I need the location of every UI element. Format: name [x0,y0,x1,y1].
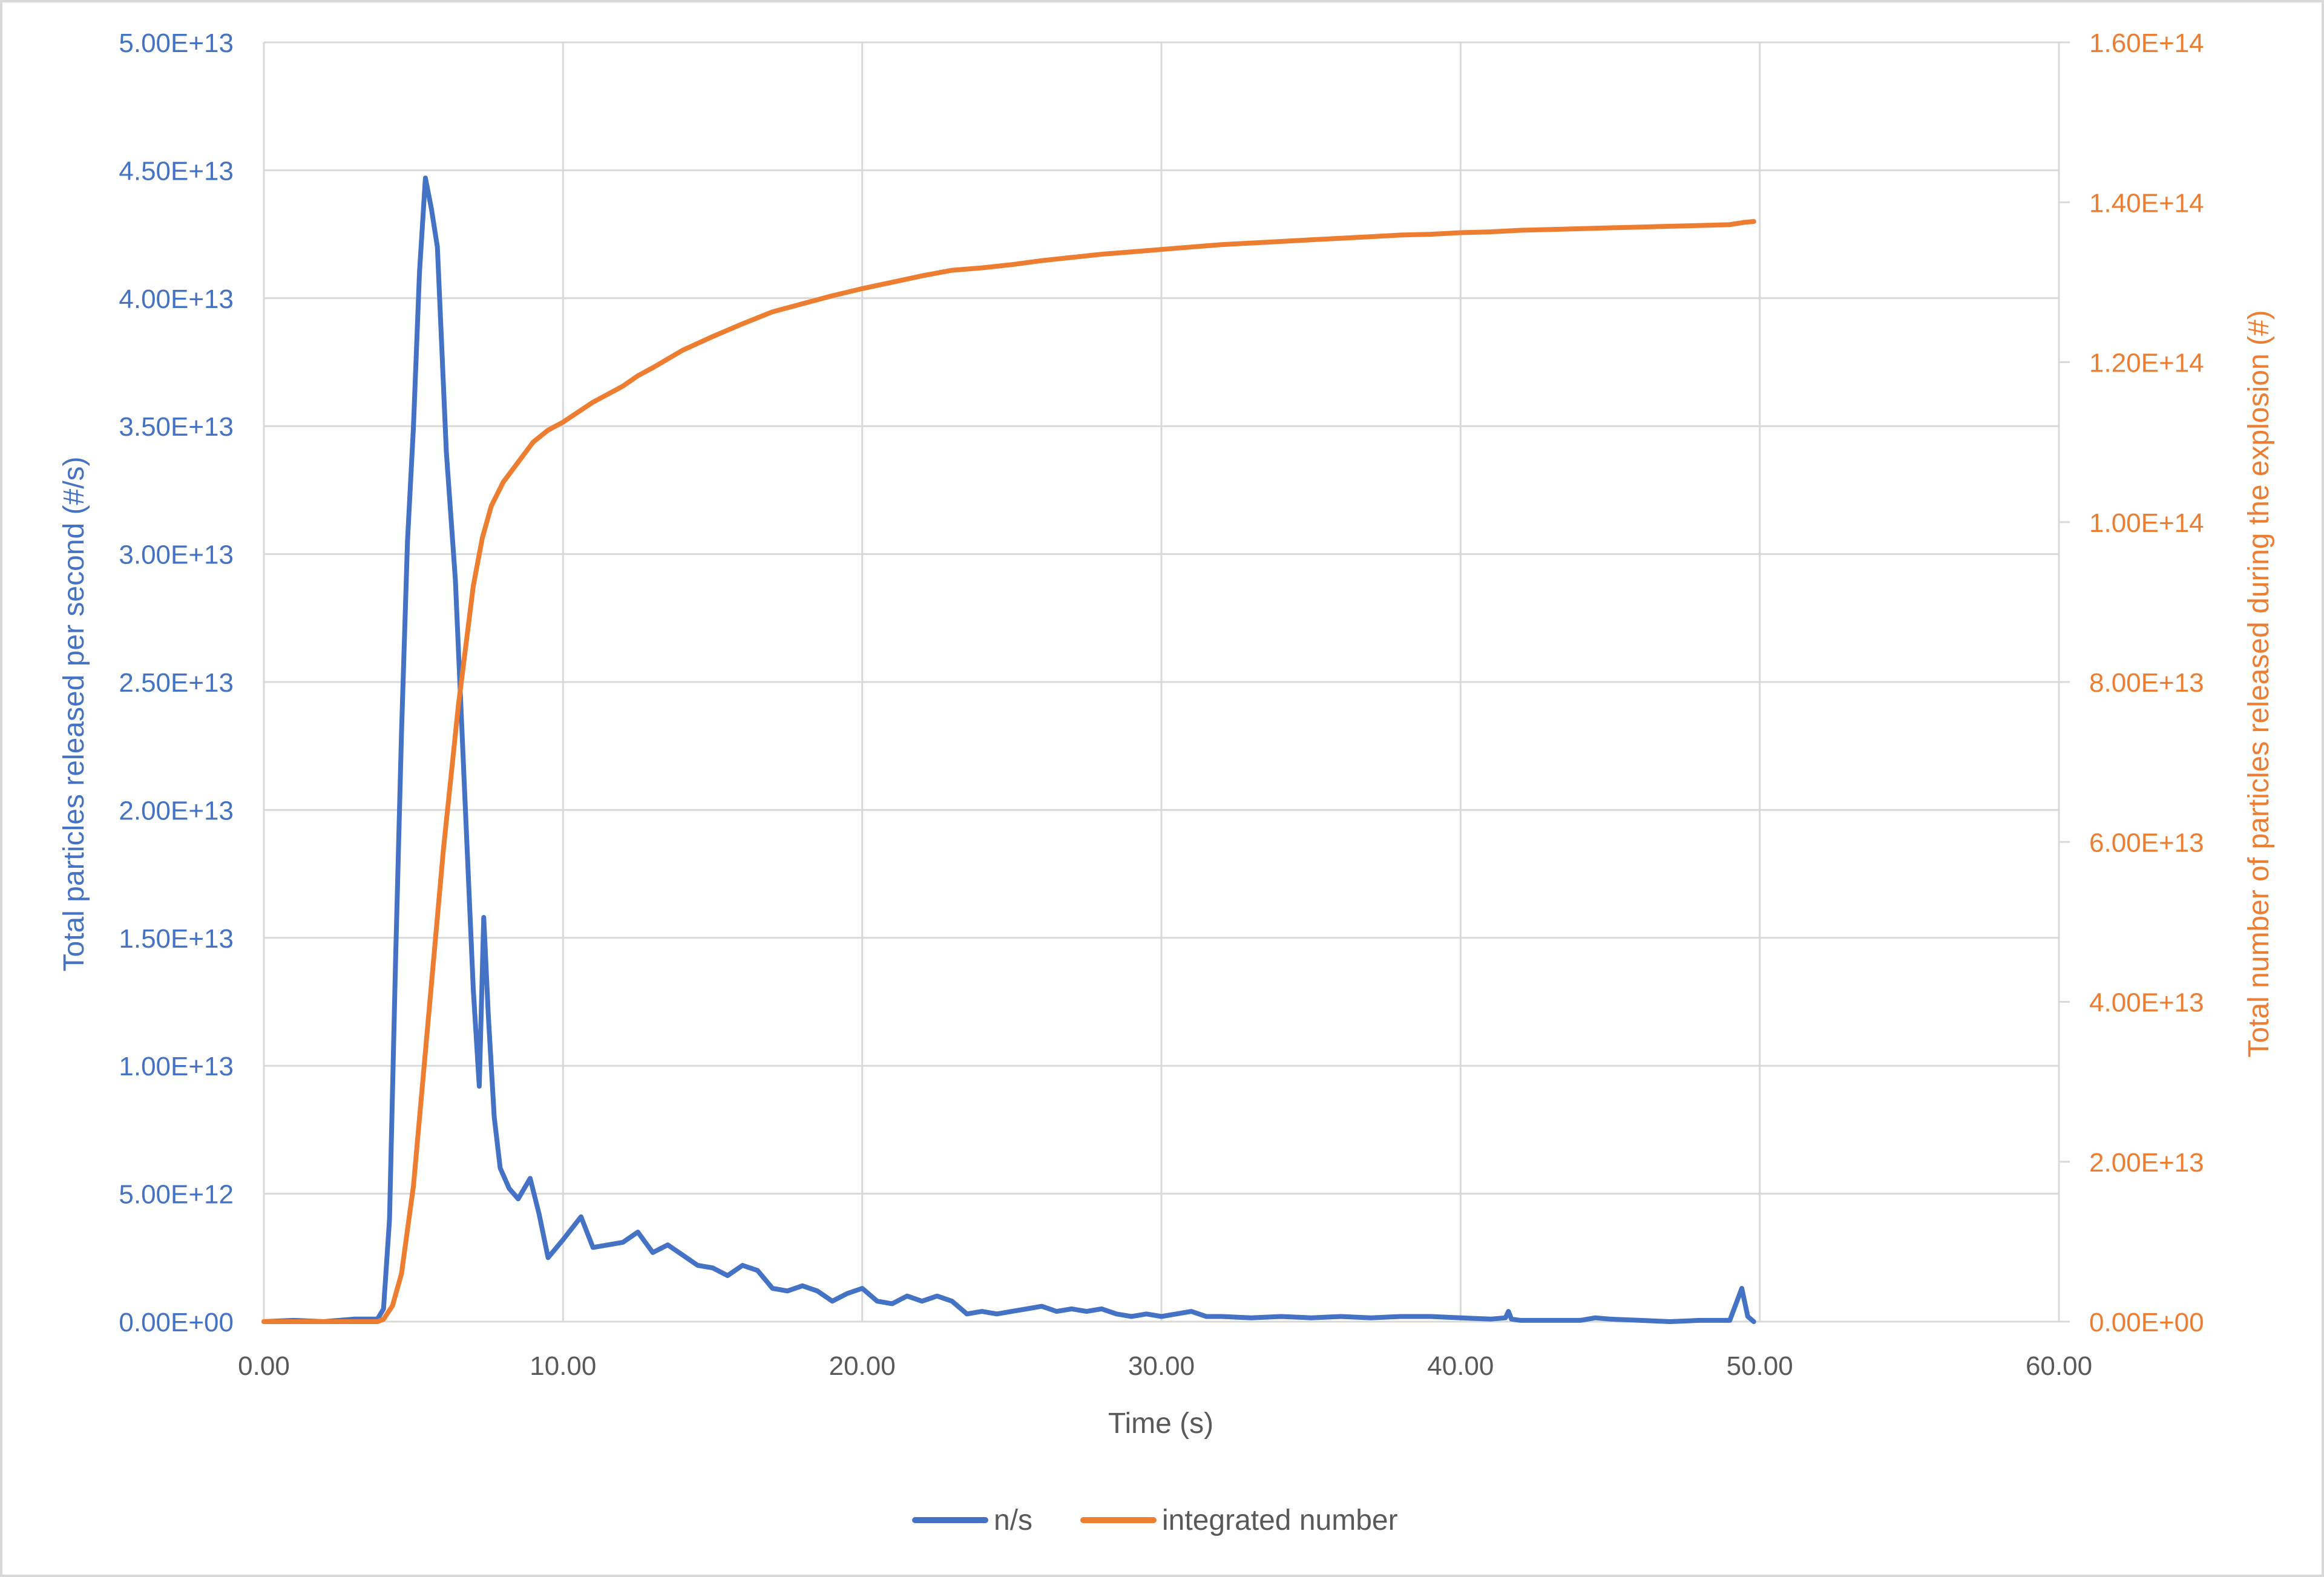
left-tick-label: 4.00E+13 [119,284,234,314]
x-tick-label: 20.00 [829,1351,896,1381]
left-axis-label: Total particles released per second (#/s… [58,456,90,971]
axes: 0.00E+00 5.00E+12 1.00E+13 1.50E+13 2.00E+13… [119,28,2204,1381]
right-tick-label: 6.00E+13 [2089,828,2204,857]
x-tick-label: 60.00 [2026,1351,2092,1381]
right-axis-label: Total number of particles released durin… [2243,310,2275,1057]
right-tick-label: 1.40E+14 [2089,188,2204,218]
x-axis-label: Time (s) [1108,1408,1213,1440]
legend-label-integrated: integrated number [1162,1504,1398,1536]
left-tick-label: 1.00E+13 [119,1052,234,1081]
right-tick-label: 1.00E+14 [2089,508,2204,538]
series-line-integrated [261,219,1756,1324]
series-layer [261,175,1756,1324]
right-tick-label: 2.00E+13 [2089,1148,2204,1178]
left-tick-label: 2.00E+13 [119,796,234,825]
left-tick-label: 3.50E+13 [119,412,234,442]
left-tick-label: 5.00E+13 [119,28,234,58]
left-tick-label: 0.00E+00 [119,1308,234,1337]
left-tick-label: 2.50E+13 [119,668,234,698]
legend-label-ns: n/s [994,1504,1032,1536]
left-tick-label: 3.00E+13 [119,540,234,570]
right-tick-label: 4.00E+13 [2089,988,2204,1018]
x-tick-label: 40.00 [1427,1351,1494,1381]
left-tick-label: 1.50E+13 [119,924,234,954]
left-tick-label: 5.00E+12 [119,1180,234,1210]
x-tick-label: 50.00 [1727,1351,1793,1381]
left-tick-label: 4.50E+13 [119,156,234,186]
right-tick-label: 0.00E+00 [2089,1308,2204,1337]
right-tick-label: 1.20E+14 [2089,349,2204,378]
right-tick-label: 1.60E+14 [2089,28,2204,58]
series-line-ns [261,175,1756,1324]
x-tick-label: 30.00 [1128,1351,1195,1381]
x-tick-label: 0.00 [238,1351,290,1381]
x-tick-label: 10.00 [530,1351,596,1381]
legend: n/s integrated number [912,1504,1398,1536]
right-tick-label: 8.00E+13 [2089,668,2204,698]
